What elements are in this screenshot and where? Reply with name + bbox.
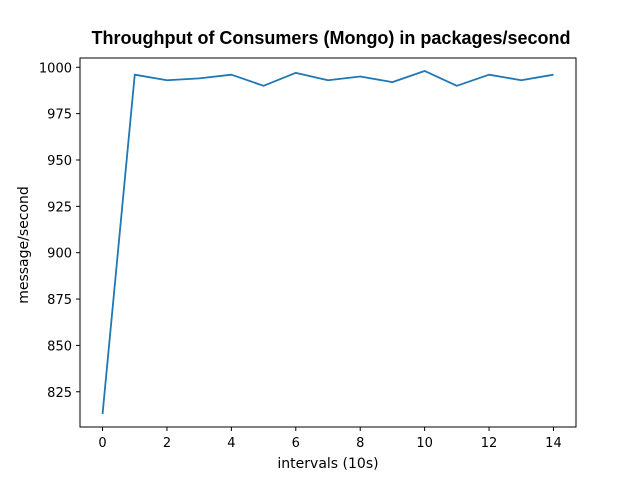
y-tick-label: 850 — [47, 339, 72, 354]
x-tick-label: 8 — [356, 436, 364, 451]
y-tick-label: 825 — [47, 386, 72, 401]
y-tick-label: 950 — [47, 154, 72, 169]
y-tick-label: 900 — [47, 247, 72, 262]
plot-area: 0 2 4 6 8 10 12 14 825 850 875 900 925 950 975 1000 — [39, 57, 577, 451]
y-tick-label: 1000 — [39, 61, 72, 76]
x-tick-label: 12 — [481, 436, 498, 451]
series-line-0 — [101, 70, 554, 415]
x-axis-label: intervals (10s) — [277, 456, 378, 472]
y-tick-label: 875 — [47, 293, 72, 308]
x-tick-label: 2 — [163, 436, 171, 451]
y-tick-label: 975 — [47, 108, 72, 123]
chart-title: Throughput of Consumers (Mongo) in packa… — [91, 28, 570, 48]
y-tick-label: 925 — [47, 200, 72, 215]
plot-frame — [79, 57, 577, 428]
x-tick-label: 4 — [227, 436, 235, 451]
x-tick-label: 0 — [98, 436, 106, 451]
y-axis-label: message/second — [16, 186, 32, 304]
x-tick-label: 6 — [292, 436, 300, 451]
x-tick-label: 14 — [545, 436, 562, 451]
x-tick-label: 10 — [416, 436, 433, 451]
